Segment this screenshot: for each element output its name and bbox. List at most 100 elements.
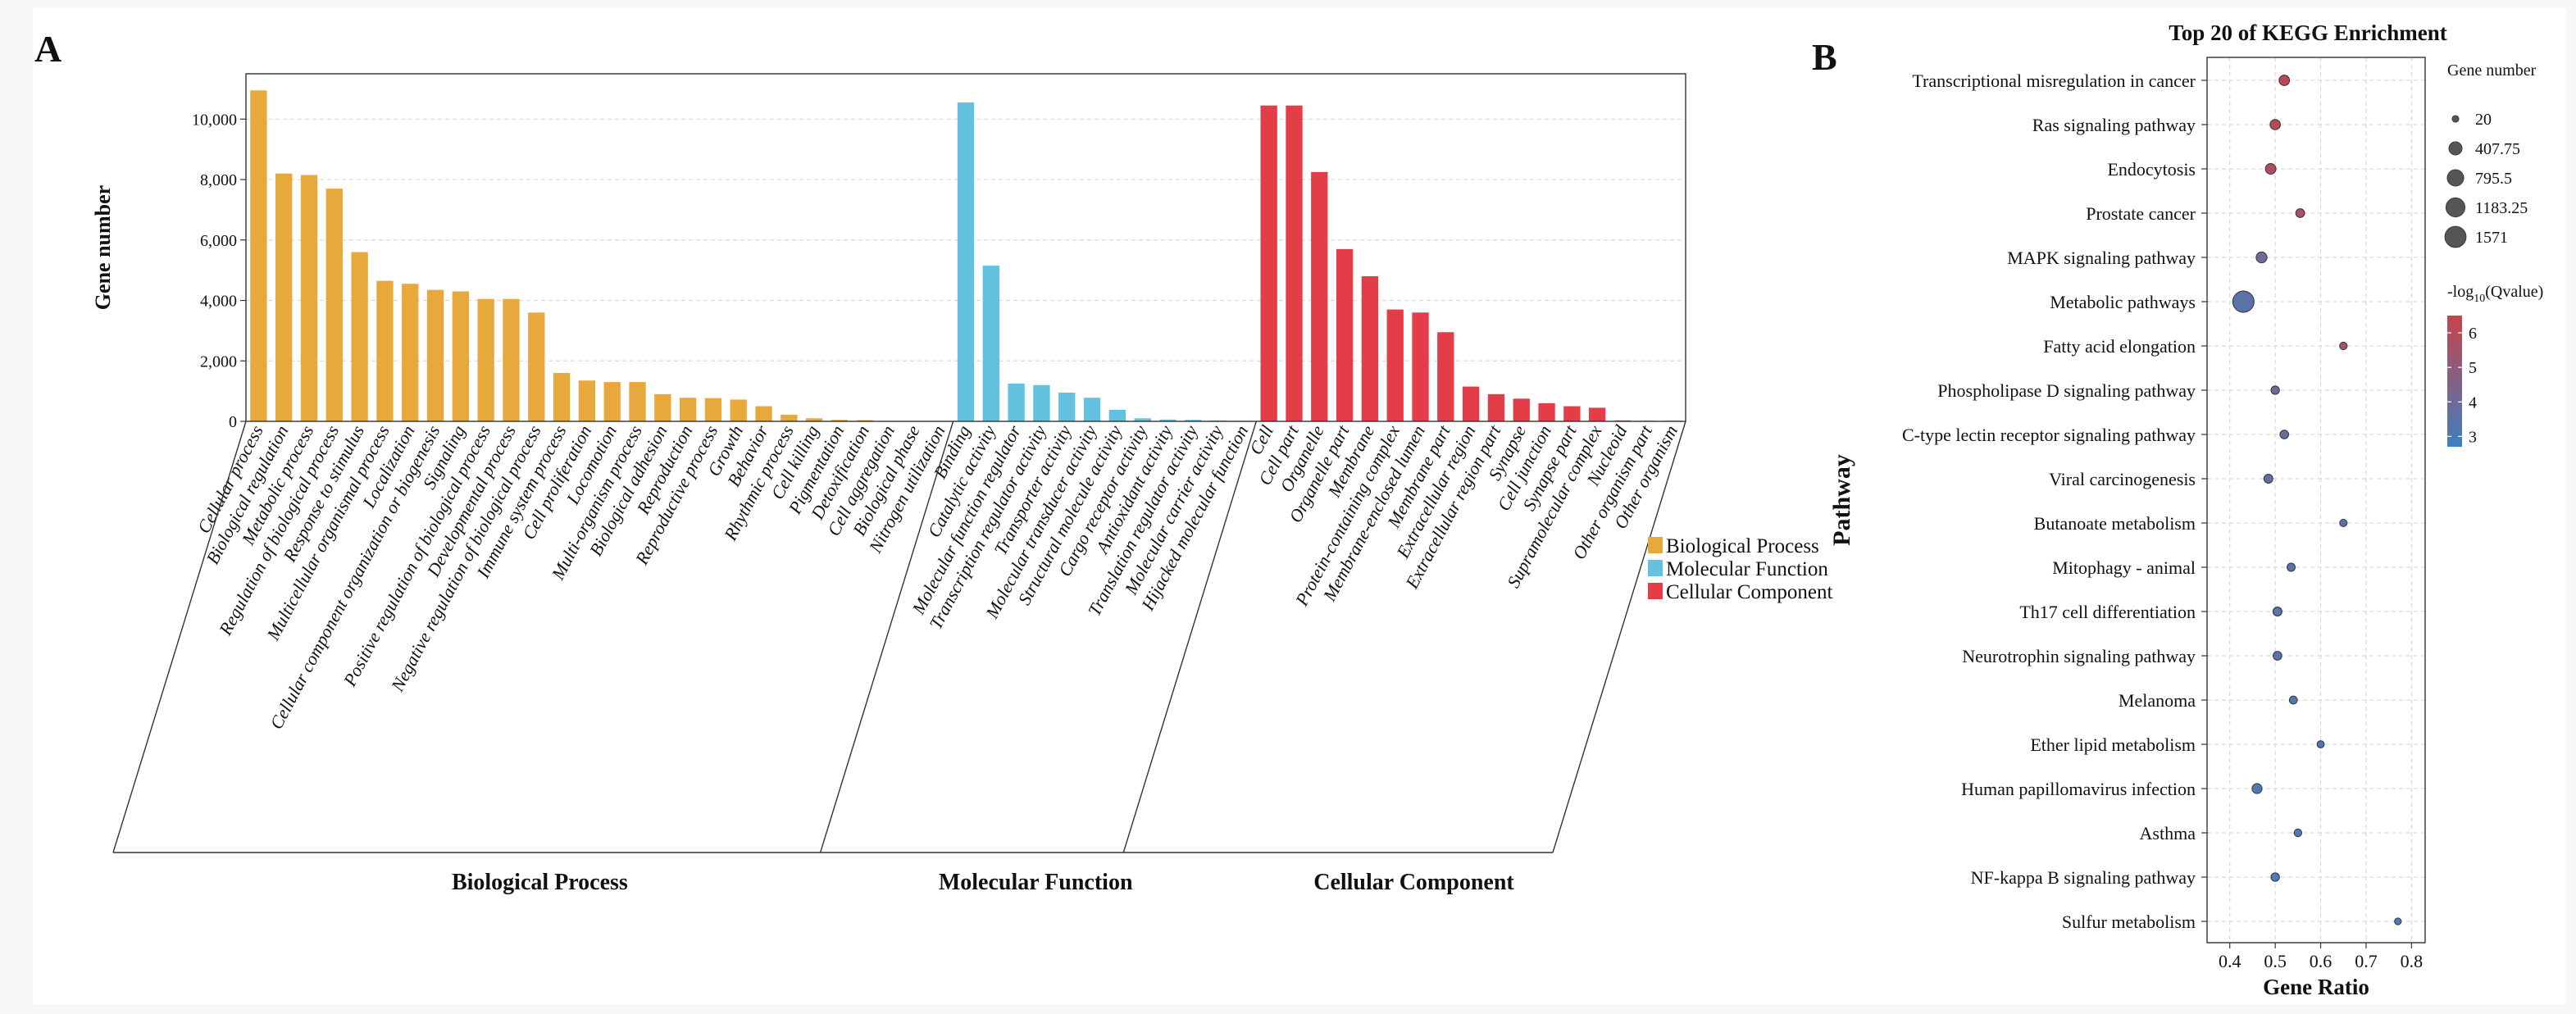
bar-cellular-process [250, 90, 267, 421]
group-label-biological-process: Biological Process [452, 870, 628, 895]
bar-cell-killing [805, 418, 823, 421]
bubble-human-papillomavirus-infection [2251, 783, 2263, 794]
size-legend-dot [2446, 169, 2464, 187]
pathway-label: Metabolic pathways [2050, 292, 2196, 312]
bar-locomotion [603, 382, 621, 421]
plot-frame [2206, 57, 2426, 944]
bracket-divider [112, 421, 247, 853]
pathway-label: Prostate cancer [2086, 203, 2196, 224]
x-tick-label: 0.7 [2355, 951, 2378, 971]
bubble-fatty-acid-elongation [2339, 341, 2348, 351]
panel-a-label: A [34, 28, 61, 70]
bar-response-to-stimulus [351, 252, 368, 421]
bar-cell-part [1286, 105, 1303, 421]
pathway-label: Mitophagy - animal [2052, 557, 2196, 578]
bubble-viral-carcinogenesis [2263, 474, 2273, 484]
pathway-label: Viral carcinogenesis [2049, 469, 2196, 489]
bar-cargo-receptor-activity [1134, 418, 1151, 421]
bar-extracellular-region [1462, 386, 1480, 421]
bar-translation-regulator-activity [1185, 420, 1202, 421]
bar-behavior [755, 406, 772, 421]
bar-cell-proliferation [578, 380, 596, 421]
bubble-ras-signaling-pathway [2269, 119, 2281, 130]
bar-positive-regulation-of-biological-process [477, 298, 494, 421]
bar-transporter-activity [1058, 392, 1076, 421]
size-legend-label: 1571 [2475, 229, 2508, 247]
legend-swatch-biological-process [1648, 537, 1663, 553]
pathway-label: Th17 cell differentiation [2019, 602, 2196, 622]
bar-extracellular-region-part [1487, 393, 1505, 421]
color-legend-label: 3 [2469, 428, 2477, 446]
color-legend-title-sub: 10 [2474, 293, 2485, 305]
bar-binding [957, 102, 975, 421]
bubble-ether-lipid-metabolism [2316, 740, 2325, 748]
y-tick-label: 2,000 [200, 352, 237, 371]
bar-multicellular-organismal-process [376, 280, 394, 421]
y-axis-title: Pathway [1828, 454, 1855, 546]
bar-biological-regulation [275, 173, 293, 422]
bar-cell [1260, 105, 1277, 421]
size-legend-dot [2444, 225, 2467, 248]
bar-regulation-of-biological-process [325, 189, 343, 421]
bar-molecular-transducer-activity [1083, 398, 1101, 421]
y-tick-label: 0 [229, 413, 237, 431]
bar-pigmentation [831, 420, 849, 421]
bubble-phospholipase-d-signaling-pathway [2270, 385, 2280, 395]
pathway-label: Sulfur metabolism [2062, 912, 2196, 932]
bubble-endocytosis [2264, 163, 2277, 175]
group-label-cellular-component: Cellular Component [1313, 870, 1514, 895]
bar-membrane-enclosed-lumen [1412, 312, 1429, 421]
pathway-label: Asthma [2140, 823, 2196, 843]
bubble-prostate-cancer [2295, 208, 2305, 218]
pathway-label: Phospholipase D signaling pathway [1937, 380, 2196, 401]
pathway-label: Human papillomavirus infection [1961, 779, 2196, 799]
legend-swatch-molecular-function [1648, 560, 1663, 576]
pathway-label: Transcriptional misregulation in cancer [1912, 70, 2196, 91]
color-legend-label: 4 [2469, 393, 2477, 412]
y-tick-label: 10,000 [192, 111, 237, 129]
bar-structural-molecule-activity [1108, 409, 1126, 421]
legend-label-biological-process: Biological Process [1666, 535, 1819, 557]
x-axis-title: Gene Ratio [2263, 975, 2369, 999]
bar-antioxidant-activity [1159, 419, 1176, 421]
bubble-neurotrophin-signaling-pathway [2273, 651, 2282, 661]
size-legend-label: 795.5 [2475, 170, 2512, 188]
color-legend-title-main: -log [2447, 283, 2474, 301]
y-tick-label: 4,000 [200, 293, 237, 311]
pathway-label: Ras signaling pathway [2032, 115, 2196, 135]
bracket-divider [1122, 421, 1257, 853]
y-tick-label: 8,000 [200, 171, 237, 189]
x-tick-label: 0.8 [2401, 951, 2424, 971]
size-legend-title: Gene number [2447, 61, 2537, 80]
pathway-label: NF-kappa B signaling pathway [1971, 867, 2196, 888]
bar-localization [402, 284, 419, 421]
size-legend-dot [2448, 141, 2463, 156]
bar-immune-system-process [553, 373, 571, 421]
x-tick-label: 0.5 [2264, 951, 2287, 971]
color-legend-label: 6 [2469, 325, 2477, 343]
bar-membrane [1361, 276, 1379, 421]
x-tick-label: 0.6 [2310, 951, 2333, 971]
bubble-th17-cell-differentiation [2272, 606, 2282, 617]
bar-supramolecular-complex [1589, 407, 1606, 421]
bar-negative-regulation-of-biological-process [528, 312, 545, 421]
plot-frame [245, 73, 1686, 422]
bubble-asthma [2293, 828, 2303, 838]
pathway-label: MAPK signaling pathway [2007, 248, 2196, 268]
bar-organelle [1311, 171, 1328, 421]
bar-protein-containing-complex [1386, 309, 1404, 421]
legend-label-molecular-function: Molecular Function [1666, 558, 1828, 580]
bar-transcription-regulator-activity [1033, 384, 1050, 421]
bar-cell-junction [1538, 402, 1555, 421]
bubble-mapk-signaling-pathway [2255, 251, 2268, 264]
color-legend-title: -log10(Qvalue) [2447, 283, 2543, 305]
bubble-melanoma [2288, 695, 2298, 705]
pathway-label: Fatty acid elongation [2043, 336, 2196, 357]
bubble-transcriptional-misregulation-in-cancer [2278, 75, 2291, 86]
bar-reproductive-process [704, 398, 722, 421]
pathway-label: Ether lipid metabolism [2030, 734, 2196, 755]
pathway-label: Butanoate metabolism [2034, 513, 2196, 534]
group-label-molecular-function: Molecular Function [939, 870, 1133, 895]
size-legend-label: 20 [2475, 111, 2492, 129]
